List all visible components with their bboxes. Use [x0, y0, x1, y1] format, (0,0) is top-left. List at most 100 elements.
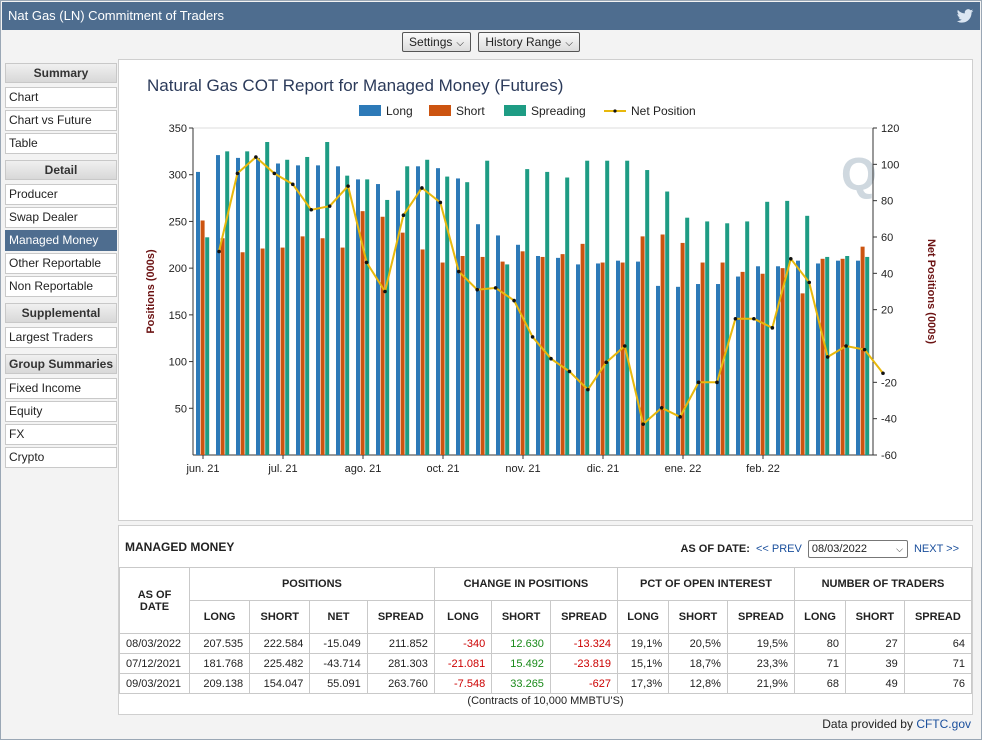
history-range-label: History Range [485, 35, 562, 49]
twitter-bird-icon[interactable] [956, 7, 974, 25]
table-cell: 17,3% [617, 673, 670, 694]
window-title: Nat Gas (LN) Commitment of Traders [8, 8, 224, 23]
net-position-point [733, 316, 738, 321]
sidebar-item-non-reportable[interactable]: Non Reportable [5, 276, 117, 297]
sub-header: SHORT [845, 600, 905, 634]
table-cell: 23,3% [726, 653, 795, 674]
sidebar-item-table[interactable]: Table [5, 133, 117, 154]
net-position-point [420, 186, 424, 190]
sub-header: SPREAD [366, 600, 435, 634]
sidebar-item-fx[interactable]: FX [5, 424, 117, 445]
sidebar-item-chart[interactable]: Chart [5, 87, 117, 108]
sidebar-item-managed-money[interactable]: Managed Money [5, 230, 117, 251]
sidebar-item-swap-dealer[interactable]: Swap Dealer [5, 207, 117, 228]
table-cell: -7.548 [433, 673, 493, 694]
sub-header: LONG [617, 600, 670, 634]
bar-spreading [245, 151, 250, 455]
table-cell: 154.047 [249, 673, 311, 694]
table-cell: 281.303 [366, 653, 435, 674]
cftc-link[interactable]: CFTC.gov [916, 717, 971, 731]
bar-short [780, 268, 785, 455]
y-tick-label: 50 [175, 403, 187, 415]
table-cell: 71 [903, 653, 973, 674]
net-position-point [549, 356, 553, 361]
bar-short [360, 211, 365, 455]
bar-long [616, 260, 620, 455]
sidebar-heading: Supplemental [5, 303, 117, 323]
bar-short [840, 258, 845, 455]
prev-link[interactable]: << PREV [755, 542, 802, 555]
bar-long [236, 157, 240, 455]
x-tick-label: ago. 21 [345, 463, 382, 475]
table-cell: 207.535 [188, 633, 251, 654]
bar-spreading [725, 223, 730, 455]
table-row: 09/03/2021 209.138 154.047 55.091 263.760 -7.… [119, 673, 973, 694]
bar-short [420, 249, 425, 455]
legend-swatch [429, 105, 451, 116]
x-tick-label: oct. 21 [426, 463, 459, 475]
bar-spreading [565, 177, 570, 455]
bar-short [380, 216, 385, 455]
bar-long [416, 166, 420, 455]
sidebar-item-chart-vs-future[interactable]: Chart vs Future [5, 110, 117, 131]
bar-spreading [505, 264, 510, 455]
watermark-logo: Q [841, 148, 877, 200]
net-position-point [456, 269, 461, 274]
sidebar-item-equity[interactable]: Equity [5, 401, 117, 422]
bar-spreading [585, 160, 590, 455]
bar-short [520, 251, 525, 455]
chart-title: Natural Gas COT Report for Managed Money… [147, 76, 563, 95]
net-position-point [622, 344, 627, 348]
net-position-point [678, 415, 682, 419]
bar-long [576, 264, 580, 455]
sidebar-item-fixed-income[interactable]: Fixed Income [5, 378, 117, 399]
bar-spreading [645, 170, 650, 455]
bar-short [860, 246, 865, 455]
net-position-point [825, 355, 830, 359]
bar-short [280, 247, 285, 455]
table-cell: -23.819 [549, 653, 619, 674]
next-link[interactable]: NEXT >> [913, 542, 959, 555]
bar-long [196, 171, 200, 455]
table-cell: 211.852 [366, 633, 435, 654]
history-range-dropdown[interactable]: History Range ⌵ [478, 32, 580, 52]
y-tick-label: 150 [169, 310, 187, 322]
legend-label: Net Position [631, 104, 696, 118]
y-tick-label: 300 [169, 170, 187, 182]
sidebar-item-other-reportable[interactable]: Other Reportable [5, 253, 117, 274]
bar-spreading [305, 156, 310, 455]
bar-short [220, 238, 225, 455]
y2-tick-label: 20 [881, 305, 893, 317]
table-cell: 222.584 [249, 633, 311, 654]
settings-dropdown[interactable]: Settings ⌵ [402, 32, 471, 52]
table-row: 07/12/2021 181.768 225.482 -43.714 281.303 -2… [119, 653, 973, 674]
net-position-point [604, 360, 609, 365]
table-cell: 49 [845, 673, 905, 694]
y2-tick-label: 60 [881, 232, 893, 244]
bar-long [656, 285, 660, 455]
bar-long [676, 286, 680, 455]
sidebar-item-producer[interactable]: Producer [5, 184, 117, 205]
sub-header: SPREAD [903, 600, 973, 634]
y2-axis-label: Net Positions (000s) [925, 239, 937, 344]
bar-spreading [445, 176, 450, 455]
bar-spreading [265, 142, 270, 455]
table-cell: 33.265 [491, 673, 551, 694]
bar-short [680, 242, 685, 455]
sidebar-item-largest-traders[interactable]: Largest Traders [5, 327, 117, 348]
date-select[interactable]: 08/03/2022 ⌵ [807, 540, 908, 558]
sidebar-item-crypto[interactable]: Crypto [5, 447, 117, 468]
title-bar: Nat Gas (LN) Commitment of Traders [2, 2, 980, 30]
table-cell: -43.714 [309, 653, 368, 674]
bar-spreading [785, 200, 790, 455]
sub-header: LONG [433, 600, 493, 634]
x-tick-label: feb. 22 [746, 463, 780, 475]
net-position-point [493, 286, 498, 290]
sub-header: LONG [793, 600, 847, 634]
table-cell: 18,7% [668, 653, 728, 674]
bar-spreading [805, 215, 810, 455]
bar-long [756, 266, 760, 455]
net-position-point [364, 260, 369, 265]
settings-label: Settings [409, 35, 453, 49]
bar-short [300, 236, 305, 455]
